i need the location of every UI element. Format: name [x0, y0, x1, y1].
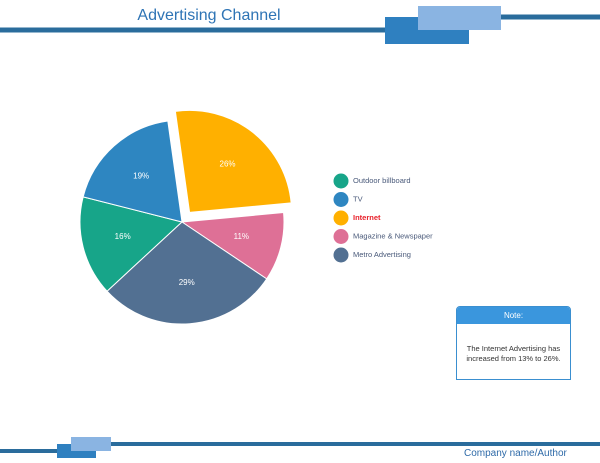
data-label: 19% [133, 172, 149, 181]
chart-title: Advertising Channel [137, 7, 280, 24]
data-label: 29% [179, 278, 195, 287]
decor [71, 437, 111, 451]
data-label: 11% [234, 232, 249, 241]
legend-label: Outdoor billboard [353, 176, 411, 185]
legend-label: Internet [353, 213, 381, 222]
pie-slice [82, 120, 183, 223]
legend-label: TV [353, 194, 363, 203]
footer: Company name/Author [464, 448, 567, 459]
pie-slice [106, 221, 268, 325]
legend-marker [333, 229, 349, 244]
legend-marker [333, 247, 349, 263]
legend-label: Magazine & Newspaper [353, 231, 433, 240]
note-title: Note: [457, 307, 570, 324]
note-text: The Internet Advertising has increased f… [466, 344, 561, 363]
data-label: 26% [220, 160, 236, 169]
legend-label: Metro Advertising [353, 250, 411, 259]
pie-slice [174, 109, 292, 213]
legend-marker [333, 173, 349, 189]
decor [418, 6, 501, 30]
note-box: Note: The Internet Advertising has incre… [456, 306, 571, 380]
legend-marker [333, 192, 349, 207]
data-label: 16% [115, 232, 131, 241]
legend-marker [333, 210, 349, 226]
pie-slice [180, 211, 285, 280]
pie-slice [79, 196, 184, 292]
